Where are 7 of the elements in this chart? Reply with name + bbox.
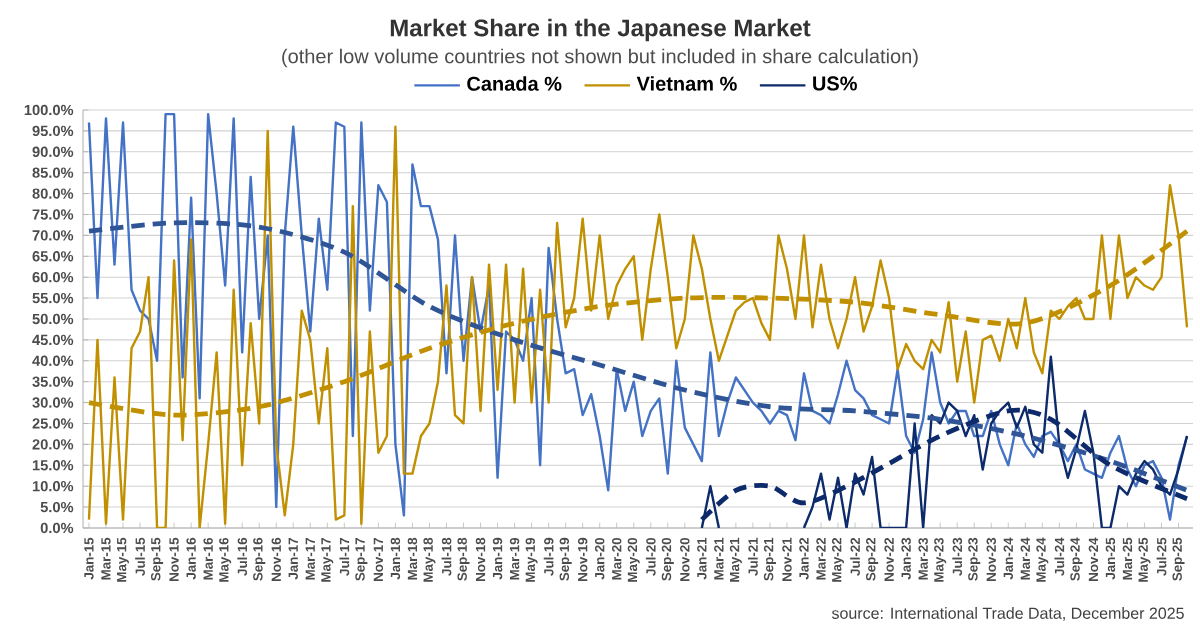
- legend-label: Canada %: [467, 76, 562, 91]
- chart-subtitle: (other low volume countries not shown but included in share calculation): [282, 48, 918, 68]
- chart-title: Market Share in the Japanese Market: [390, 18, 811, 42]
- legend-label: US%: [813, 76, 857, 91]
- legend-label: Vietnam %: [636, 76, 737, 91]
- source-note: source: International Trade Data, December 2025: [831, 607, 1184, 621]
- line-series: [86, 220, 1190, 493]
